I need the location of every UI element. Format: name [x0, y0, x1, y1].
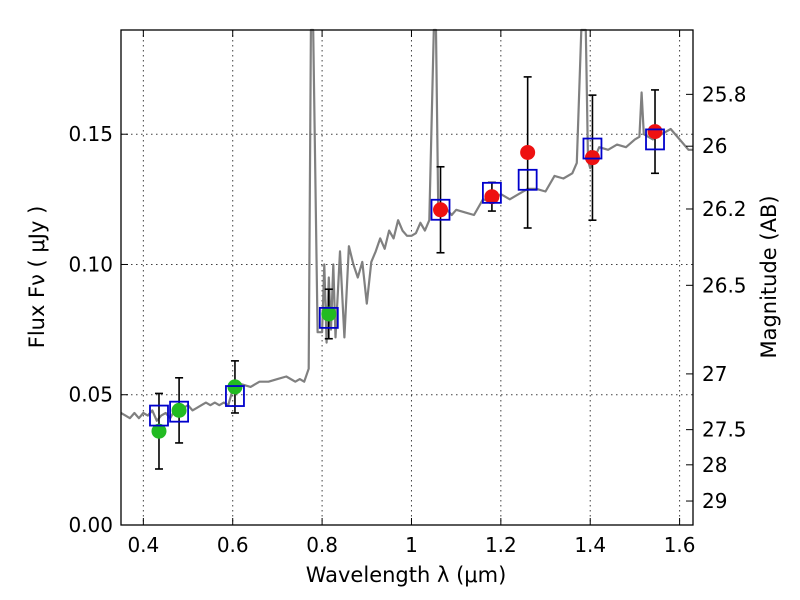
y-axis-label: Flux Fν ( μJy ): [25, 206, 49, 349]
model-square: [149, 404, 169, 427]
model-square: [169, 400, 189, 423]
data-point: [647, 124, 663, 140]
data-point: [484, 189, 500, 205]
x-tick-label: 0.8: [306, 533, 338, 557]
x-tick-label: 1.4: [574, 533, 606, 557]
y2-tick-label: 27.5: [702, 418, 747, 442]
y2-tick-label: 26.5: [702, 273, 747, 297]
model-square: [582, 137, 603, 160]
data-point: [151, 423, 167, 439]
y2-axis-label: Magnitude (AB): [757, 195, 781, 358]
data-point: [433, 202, 449, 218]
model-square: [318, 306, 339, 329]
x-tick-label: 1.2: [485, 533, 517, 557]
y-tick-label: 0.05: [68, 383, 113, 407]
model-square: [482, 181, 502, 204]
grid: [121, 30, 693, 526]
data-point: [171, 402, 187, 418]
x-tick-label: 1.6: [664, 533, 696, 557]
model-square: [645, 128, 665, 151]
y2-tick-label: 26.2: [702, 197, 747, 221]
data-point: [520, 144, 536, 160]
y2-tick-label: 26: [702, 134, 727, 158]
y-tick-label: 0.00: [68, 513, 113, 537]
plot-frame: [120, 29, 694, 526]
axis-tick-labels: 0.4 0.6 0.8 1 1.2 1.4 1.6 0.00 0.05 0.10 0.15 25.8 2…: [68, 82, 746, 557]
y2-tick-label: 29: [702, 489, 727, 513]
y2-tick-label: 28: [702, 453, 727, 477]
y2-tick-label: 25.8: [702, 82, 747, 106]
sed-model-line: [120, 28, 693, 422]
x-tick-label: 0.6: [217, 533, 249, 557]
model-square: [225, 385, 245, 407]
model-square: [430, 198, 451, 221]
error-bar-layer: [154, 76, 660, 470]
x-tick-label: 1: [405, 533, 418, 557]
y-tick-label: 0.10: [68, 252, 113, 276]
x-tick-label: 0.4: [127, 533, 159, 557]
y2-tick-label: 27: [702, 362, 727, 386]
model-square: [517, 168, 538, 191]
marker-layer: [149, 124, 665, 439]
y-tick-label: 0.15: [68, 122, 113, 146]
axis-ticks: [121, 30, 693, 526]
data-point: [321, 306, 337, 322]
sed-line-layer: [120, 28, 693, 422]
x-axis-label: Wavelength λ (μm): [306, 563, 507, 587]
